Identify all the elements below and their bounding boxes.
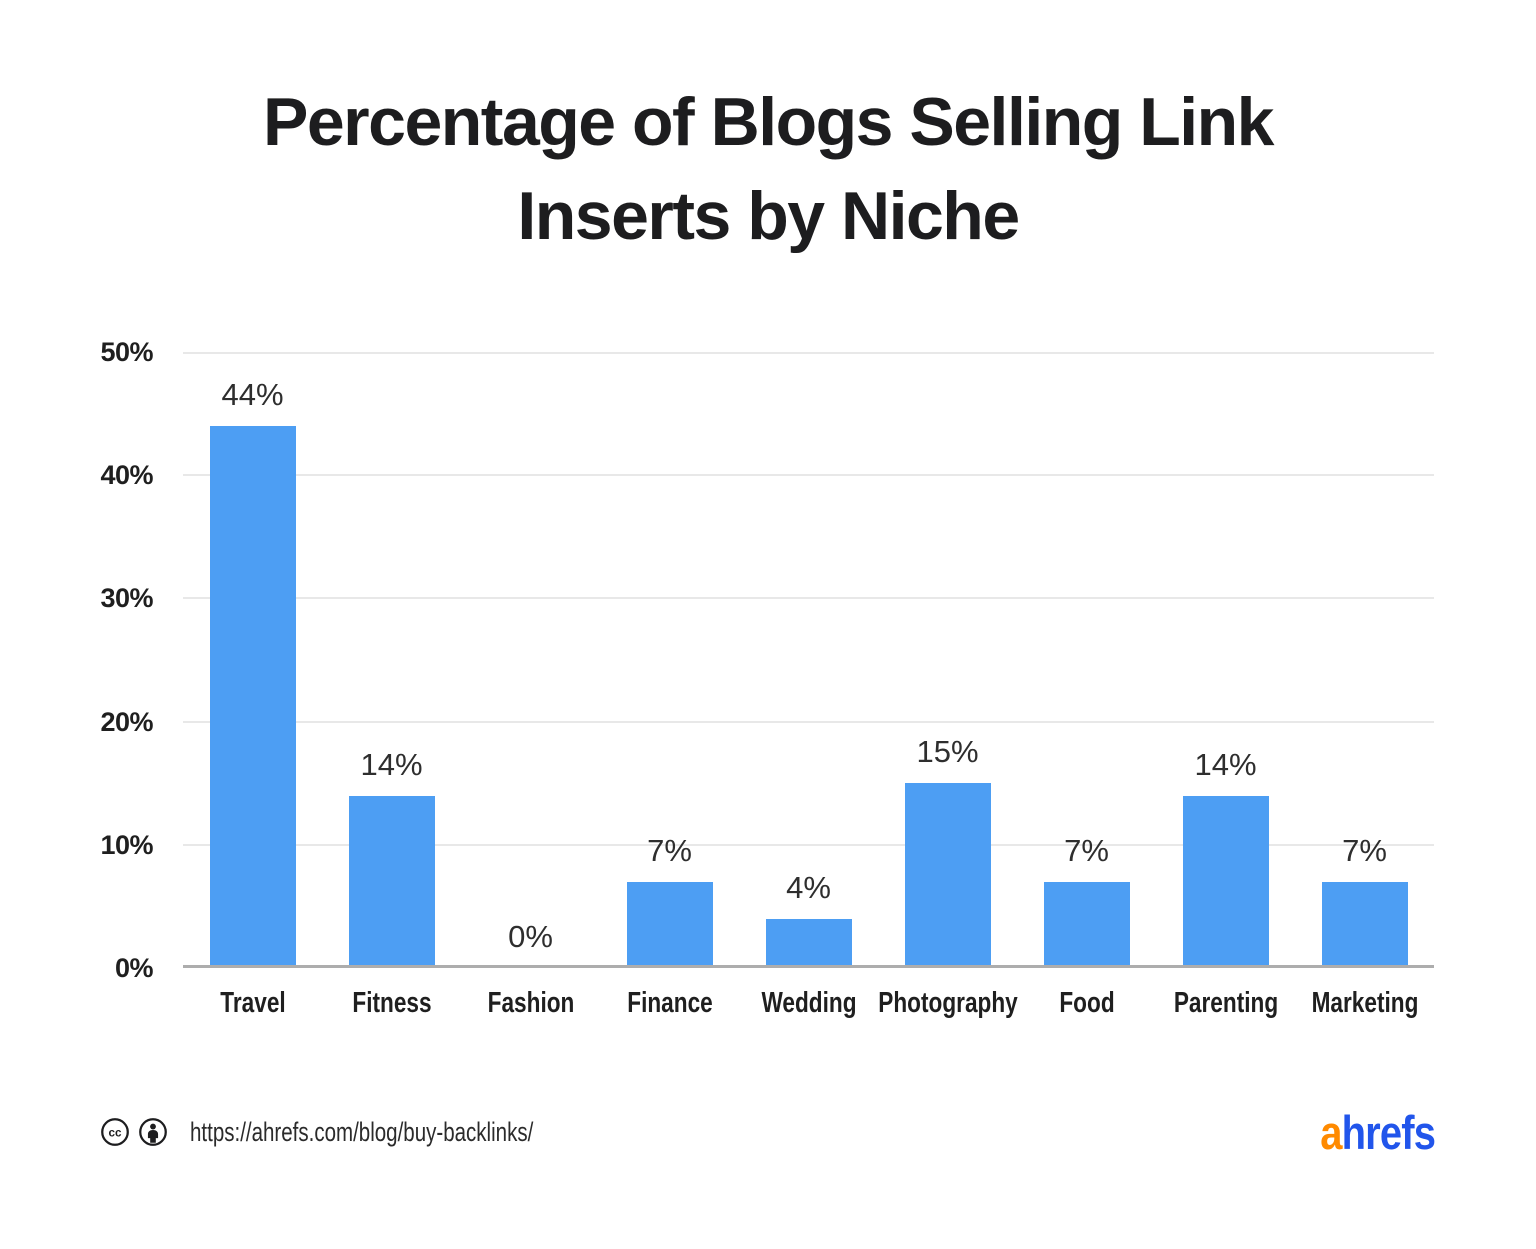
y-tick-label: 30%: [100, 583, 153, 614]
bar-food: [1043, 881, 1130, 968]
y-tick-label: 10%: [100, 829, 153, 860]
value-label: 7%: [1342, 832, 1387, 868]
ahrefs-logo: ahrefs: [1320, 1105, 1436, 1160]
category-slot-food: 7% Food: [1017, 352, 1156, 1019]
license-badge: cc: [100, 1117, 168, 1147]
bar-finance: [626, 881, 713, 968]
bar-parenting: [1182, 795, 1269, 968]
cc-icon: cc: [100, 1117, 130, 1147]
category-label: Food: [1058, 987, 1115, 1019]
gridline: [183, 352, 1434, 354]
gridline: [183, 597, 1434, 600]
gridline: [183, 720, 1434, 723]
value-label: 7%: [1064, 832, 1109, 868]
ahrefs-logo-a: a: [1320, 1105, 1342, 1159]
bar-photography: [904, 783, 991, 968]
bar-wedding: [765, 918, 852, 968]
y-tick-label: 20%: [100, 706, 153, 737]
category-slot-wedding: 4% Wedding: [739, 352, 878, 1019]
chart-title-line-2: Inserts by Niche: [517, 177, 1020, 254]
value-label: 15%: [916, 734, 979, 770]
plot-area: 0% 10% 20% 30% 40% 50% 44% Travel 14% Fitness 0% Fa…: [100, 337, 1434, 1019]
category-slot-travel: 44% Travel: [183, 352, 322, 1019]
bar-travel: [209, 425, 296, 968]
category-slot-marketing: 7% Marketing: [1295, 352, 1434, 1019]
value-label: 14%: [1194, 746, 1257, 782]
value-label: 7%: [647, 832, 692, 868]
value-label: 0%: [508, 919, 553, 954]
category-label: Marketing: [1311, 987, 1418, 1019]
category-label: Finance: [626, 987, 713, 1019]
gridline: [183, 474, 1434, 477]
chart-title: Percentage of Blogs Selling Link Inserts…: [0, 76, 1536, 264]
y-tick-label: 0%: [114, 953, 154, 983]
source-url: https://ahrefs.com/blog/buy-backlinks/: [190, 1116, 534, 1147]
bar-marketing: [1321, 881, 1408, 968]
category-slot-fitness: 14% Fitness: [322, 352, 461, 1019]
value-label: 4%: [786, 869, 831, 905]
footer: cc https://ahrefs.com/blog/buy-backlinks…: [100, 1106, 1436, 1159]
value-label: 44%: [221, 376, 284, 412]
category-label: Photography: [877, 987, 1018, 1019]
category-slot-finance: 7% Finance: [600, 352, 739, 1019]
svg-text:cc: cc: [108, 1127, 122, 1140]
category-slot-fashion: 0% Fashion: [461, 352, 600, 1019]
value-label: 14%: [360, 746, 423, 782]
x-axis-line: [183, 965, 1434, 968]
y-tick-label: 40%: [100, 460, 153, 491]
attribution-icon: [138, 1117, 168, 1147]
category-label: Travel: [219, 987, 286, 1019]
ahrefs-logo-hrefs: hrefs: [1341, 1105, 1436, 1159]
y-tick-label: 50%: [100, 337, 153, 367]
category-slot-photography: 15% Photography: [878, 352, 1017, 1019]
chart-title-line-1: Percentage of Blogs Selling Link: [263, 84, 1274, 160]
gridline: [183, 843, 1434, 846]
bar-fitness: [348, 795, 435, 968]
category-label: Fitness: [351, 987, 432, 1019]
category-label: Fashion: [487, 987, 574, 1019]
category-slot-parenting: 14% Parenting: [1156, 352, 1295, 1019]
category-label: Parenting: [1173, 987, 1278, 1019]
category-label: Wedding: [760, 987, 857, 1019]
